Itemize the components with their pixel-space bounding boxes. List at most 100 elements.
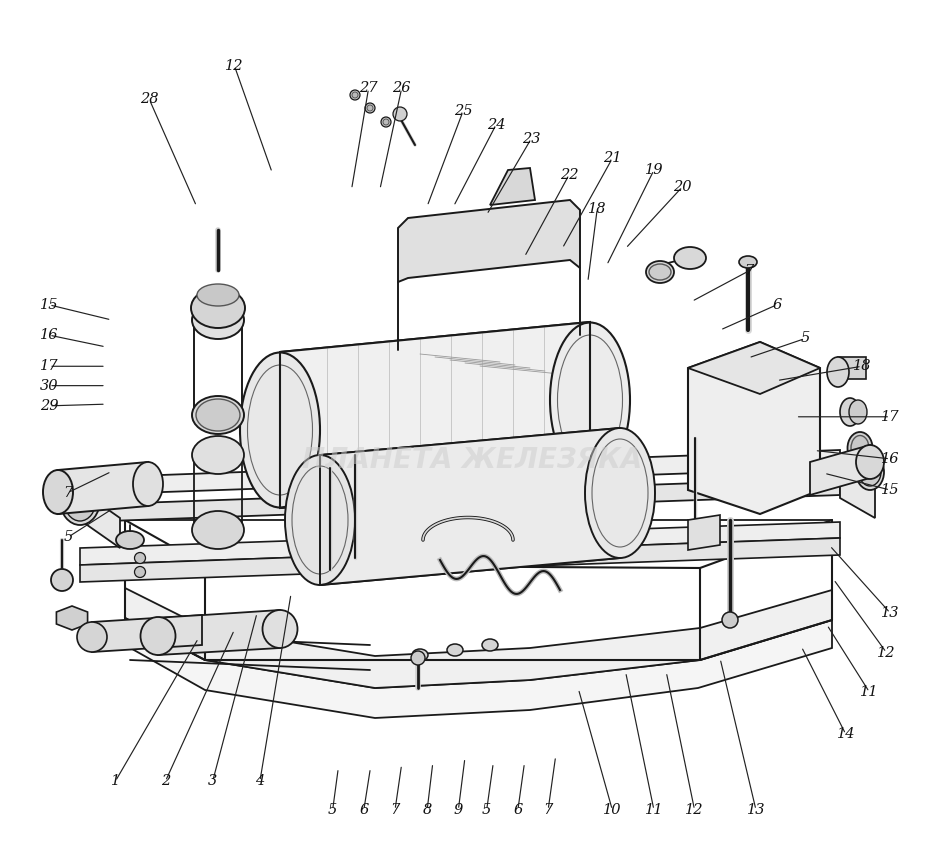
Text: 12: 12 (684, 803, 703, 817)
Ellipse shape (262, 610, 297, 648)
Ellipse shape (847, 432, 871, 464)
Text: 25: 25 (453, 104, 472, 118)
Ellipse shape (649, 264, 670, 280)
Text: 7: 7 (63, 486, 73, 499)
Text: 7: 7 (390, 803, 399, 817)
Polygon shape (57, 606, 88, 630)
Bar (837, 357, 865, 379)
Text: 14: 14 (835, 727, 854, 741)
Ellipse shape (192, 396, 244, 434)
Ellipse shape (349, 90, 360, 100)
Ellipse shape (364, 103, 375, 113)
Ellipse shape (64, 479, 96, 521)
Text: 18: 18 (587, 202, 606, 216)
Text: 5: 5 (63, 530, 73, 544)
Ellipse shape (285, 455, 355, 585)
Text: ПЛАНЕТА ЖЕЛЕЗЯКА: ПЛАНЕТА ЖЕЛЕЗЯКА (301, 446, 641, 474)
Ellipse shape (826, 357, 848, 387)
Polygon shape (687, 342, 819, 514)
Text: 10: 10 (602, 803, 621, 817)
Ellipse shape (848, 400, 866, 424)
Ellipse shape (196, 284, 239, 306)
Ellipse shape (191, 288, 244, 328)
Ellipse shape (855, 445, 883, 479)
Text: 21: 21 (602, 152, 621, 165)
Text: 16: 16 (880, 452, 899, 466)
Text: 6: 6 (513, 803, 522, 817)
Text: 20: 20 (672, 180, 691, 194)
Text: 26: 26 (392, 82, 411, 95)
Polygon shape (320, 428, 619, 585)
Ellipse shape (858, 458, 880, 486)
Text: 2: 2 (160, 775, 170, 788)
Text: 3: 3 (208, 775, 217, 788)
Polygon shape (687, 515, 719, 550)
Ellipse shape (839, 398, 859, 426)
Text: 22: 22 (559, 168, 578, 182)
Polygon shape (687, 342, 819, 394)
Ellipse shape (584, 428, 654, 558)
Polygon shape (839, 468, 874, 518)
Ellipse shape (51, 569, 73, 591)
Ellipse shape (380, 117, 391, 127)
Ellipse shape (43, 470, 73, 514)
Ellipse shape (366, 105, 373, 111)
Polygon shape (92, 615, 202, 652)
Text: 29: 29 (40, 399, 59, 413)
Text: 4: 4 (255, 775, 264, 788)
Ellipse shape (673, 247, 705, 269)
Polygon shape (58, 462, 148, 514)
Text: 19: 19 (644, 163, 663, 177)
Ellipse shape (481, 639, 497, 651)
Text: 15: 15 (40, 298, 59, 312)
Text: 7: 7 (543, 803, 552, 817)
Text: 6: 6 (771, 298, 781, 312)
Text: 6: 6 (359, 803, 368, 817)
Polygon shape (80, 478, 839, 522)
Text: 28: 28 (140, 93, 159, 106)
Ellipse shape (116, 531, 143, 549)
Ellipse shape (393, 107, 407, 121)
Polygon shape (490, 168, 534, 205)
Text: 7: 7 (743, 264, 752, 278)
Ellipse shape (851, 435, 868, 461)
Polygon shape (158, 610, 279, 655)
Ellipse shape (412, 649, 428, 661)
Polygon shape (279, 322, 589, 508)
Text: 30: 30 (40, 379, 59, 392)
Ellipse shape (134, 567, 145, 578)
Ellipse shape (192, 511, 244, 549)
Text: 12: 12 (225, 59, 244, 72)
Polygon shape (809, 445, 869, 495)
Text: 13: 13 (880, 606, 899, 620)
Ellipse shape (134, 552, 145, 563)
Ellipse shape (192, 301, 244, 339)
Ellipse shape (59, 475, 100, 525)
Ellipse shape (240, 353, 320, 508)
Ellipse shape (351, 92, 358, 98)
Text: 27: 27 (359, 82, 378, 95)
Text: 13: 13 (746, 803, 765, 817)
Ellipse shape (721, 612, 737, 628)
Ellipse shape (646, 261, 673, 283)
Ellipse shape (549, 322, 630, 477)
Text: 9: 9 (453, 803, 463, 817)
Polygon shape (80, 538, 839, 582)
Polygon shape (397, 200, 580, 282)
Polygon shape (80, 450, 839, 495)
Ellipse shape (195, 399, 240, 431)
Ellipse shape (738, 256, 756, 268)
Text: 17: 17 (40, 360, 59, 373)
Text: 18: 18 (851, 360, 870, 373)
Ellipse shape (447, 644, 463, 656)
Text: 15: 15 (880, 483, 899, 497)
Ellipse shape (382, 119, 389, 125)
Ellipse shape (192, 436, 244, 474)
Text: 11: 11 (859, 685, 878, 699)
Polygon shape (80, 490, 120, 548)
Ellipse shape (855, 454, 883, 490)
Text: 12: 12 (876, 646, 895, 659)
Text: 5: 5 (328, 803, 337, 817)
Ellipse shape (141, 617, 176, 655)
Ellipse shape (411, 651, 425, 665)
